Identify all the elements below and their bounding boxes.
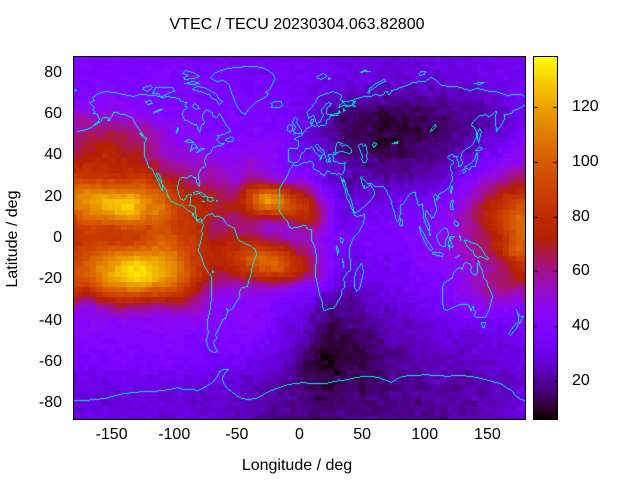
y-tick-label: -20 bbox=[38, 270, 62, 288]
x-tick-label: 50 bbox=[353, 426, 372, 443]
vtec-heatmap-canvas bbox=[74, 57, 525, 419]
plot-border bbox=[73, 56, 526, 420]
colorbar-border bbox=[533, 56, 558, 420]
y-tick-label: 0 bbox=[53, 229, 62, 246]
y-tick-label: 60 bbox=[44, 104, 62, 122]
x-tick-label: 100 bbox=[411, 426, 439, 443]
y-tick-label: 20 bbox=[44, 187, 62, 205]
y-tick-label: -40 bbox=[38, 311, 62, 329]
x-tick-label: 150 bbox=[474, 426, 501, 443]
y-tick-label: -60 bbox=[38, 353, 62, 371]
colorbar-tick-label: 100 bbox=[572, 152, 599, 170]
x-tick-label: -100 bbox=[158, 426, 191, 443]
colorbar-gradient-canvas bbox=[534, 57, 557, 419]
colorbar-tick-label: 60 bbox=[572, 262, 590, 280]
colorbar-tick-label: 80 bbox=[572, 207, 590, 225]
y-tick-label: -80 bbox=[38, 394, 62, 412]
y-tick-label: 40 bbox=[44, 146, 62, 164]
colorbar-tick-label: 40 bbox=[572, 317, 590, 335]
x-tick-label: -150 bbox=[95, 426, 128, 443]
x-tick-label: 0 bbox=[295, 426, 304, 443]
x-tick-label: -50 bbox=[225, 426, 249, 443]
x-axis-label: Longitude / deg bbox=[241, 457, 353, 474]
y-tick-label: 80 bbox=[44, 63, 62, 81]
colorbar-tick-label: 20 bbox=[572, 371, 590, 389]
chart-title: VTEC / TECU 20230304.063.82800 bbox=[169, 16, 425, 33]
colorbar-tick-label: 120 bbox=[572, 98, 599, 116]
